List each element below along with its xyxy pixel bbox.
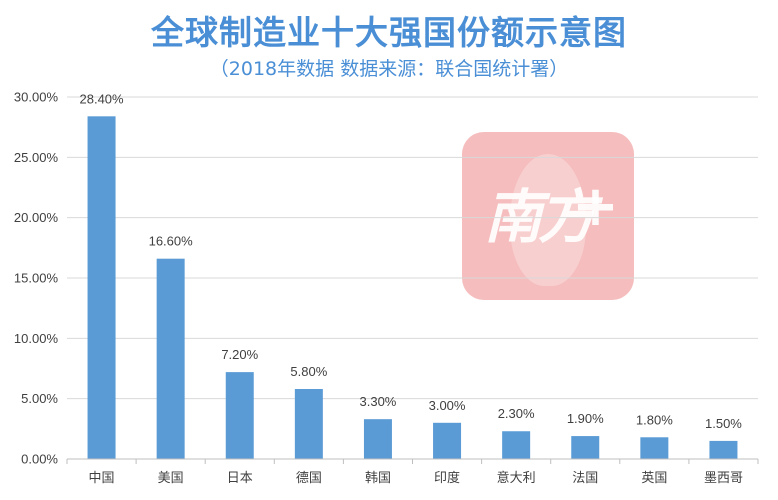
bar bbox=[225, 372, 254, 459]
y-tick-label: 30.00% bbox=[14, 90, 59, 105]
category-label: 美国 bbox=[158, 471, 184, 486]
bar bbox=[433, 422, 462, 459]
bars bbox=[87, 116, 738, 459]
data-label: 1.80% bbox=[636, 412, 673, 427]
x-axis-categories: 中国 美国 日本 德国 韩国 印度 意大利 法国 英国 墨西哥 bbox=[89, 470, 743, 486]
flame-icon bbox=[510, 154, 586, 286]
bar bbox=[502, 431, 531, 459]
plus-icon: + bbox=[572, 174, 619, 239]
category-label: 法国 bbox=[572, 471, 598, 486]
y-axis-ticks: 0.00% 5.00% 10.00% 15.00% 20.00% 25.00% 30.00% bbox=[14, 90, 59, 467]
y-tick-label: 5.00% bbox=[21, 391, 58, 406]
y-tick-label: 15.00% bbox=[14, 271, 59, 286]
category-label: 意大利 bbox=[497, 470, 536, 486]
bar bbox=[87, 116, 116, 459]
data-label: 3.30% bbox=[360, 394, 397, 409]
chart-subtitle: （2018年数据 数据来源：联合国统计署） bbox=[209, 58, 569, 80]
bar bbox=[294, 389, 323, 459]
category-label: 德国 bbox=[296, 471, 322, 486]
y-tick-label: 0.00% bbox=[21, 452, 58, 467]
data-label: 16.60% bbox=[149, 234, 194, 249]
bar bbox=[571, 436, 600, 459]
category-label: 墨西哥 bbox=[704, 471, 743, 486]
data-label: 1.90% bbox=[567, 411, 604, 426]
data-labels: 28.40% 16.60% 7.20% 5.80% 3.30% 3.00% 2.30% 1.9… bbox=[80, 91, 743, 431]
category-label: 印度 bbox=[434, 470, 460, 486]
category-label: 日本 bbox=[227, 471, 253, 486]
bar bbox=[363, 419, 392, 459]
data-label: 5.80% bbox=[290, 364, 327, 379]
data-label: 7.20% bbox=[221, 347, 258, 362]
data-label: 3.00% bbox=[429, 398, 466, 413]
category-label: 英国 bbox=[641, 471, 667, 486]
y-tick-label: 10.00% bbox=[14, 331, 59, 346]
category-label: 韩国 bbox=[365, 471, 391, 486]
x-axis bbox=[66, 458, 759, 464]
chart-title: 全球制造业十大强国份额示意图 bbox=[151, 13, 627, 52]
y-tick-label: 20.00% bbox=[14, 210, 59, 225]
data-label: 1.50% bbox=[705, 416, 742, 431]
data-label: 28.40% bbox=[80, 91, 125, 106]
logo-text: 南方 bbox=[484, 183, 596, 251]
bar bbox=[640, 437, 669, 459]
bar bbox=[156, 258, 185, 459]
category-label: 中国 bbox=[89, 471, 115, 486]
nanfang-logo-watermark: 南方 + bbox=[462, 132, 634, 300]
y-tick-label: 25.00% bbox=[14, 150, 59, 165]
bar bbox=[709, 440, 738, 459]
data-label: 2.30% bbox=[498, 406, 535, 421]
